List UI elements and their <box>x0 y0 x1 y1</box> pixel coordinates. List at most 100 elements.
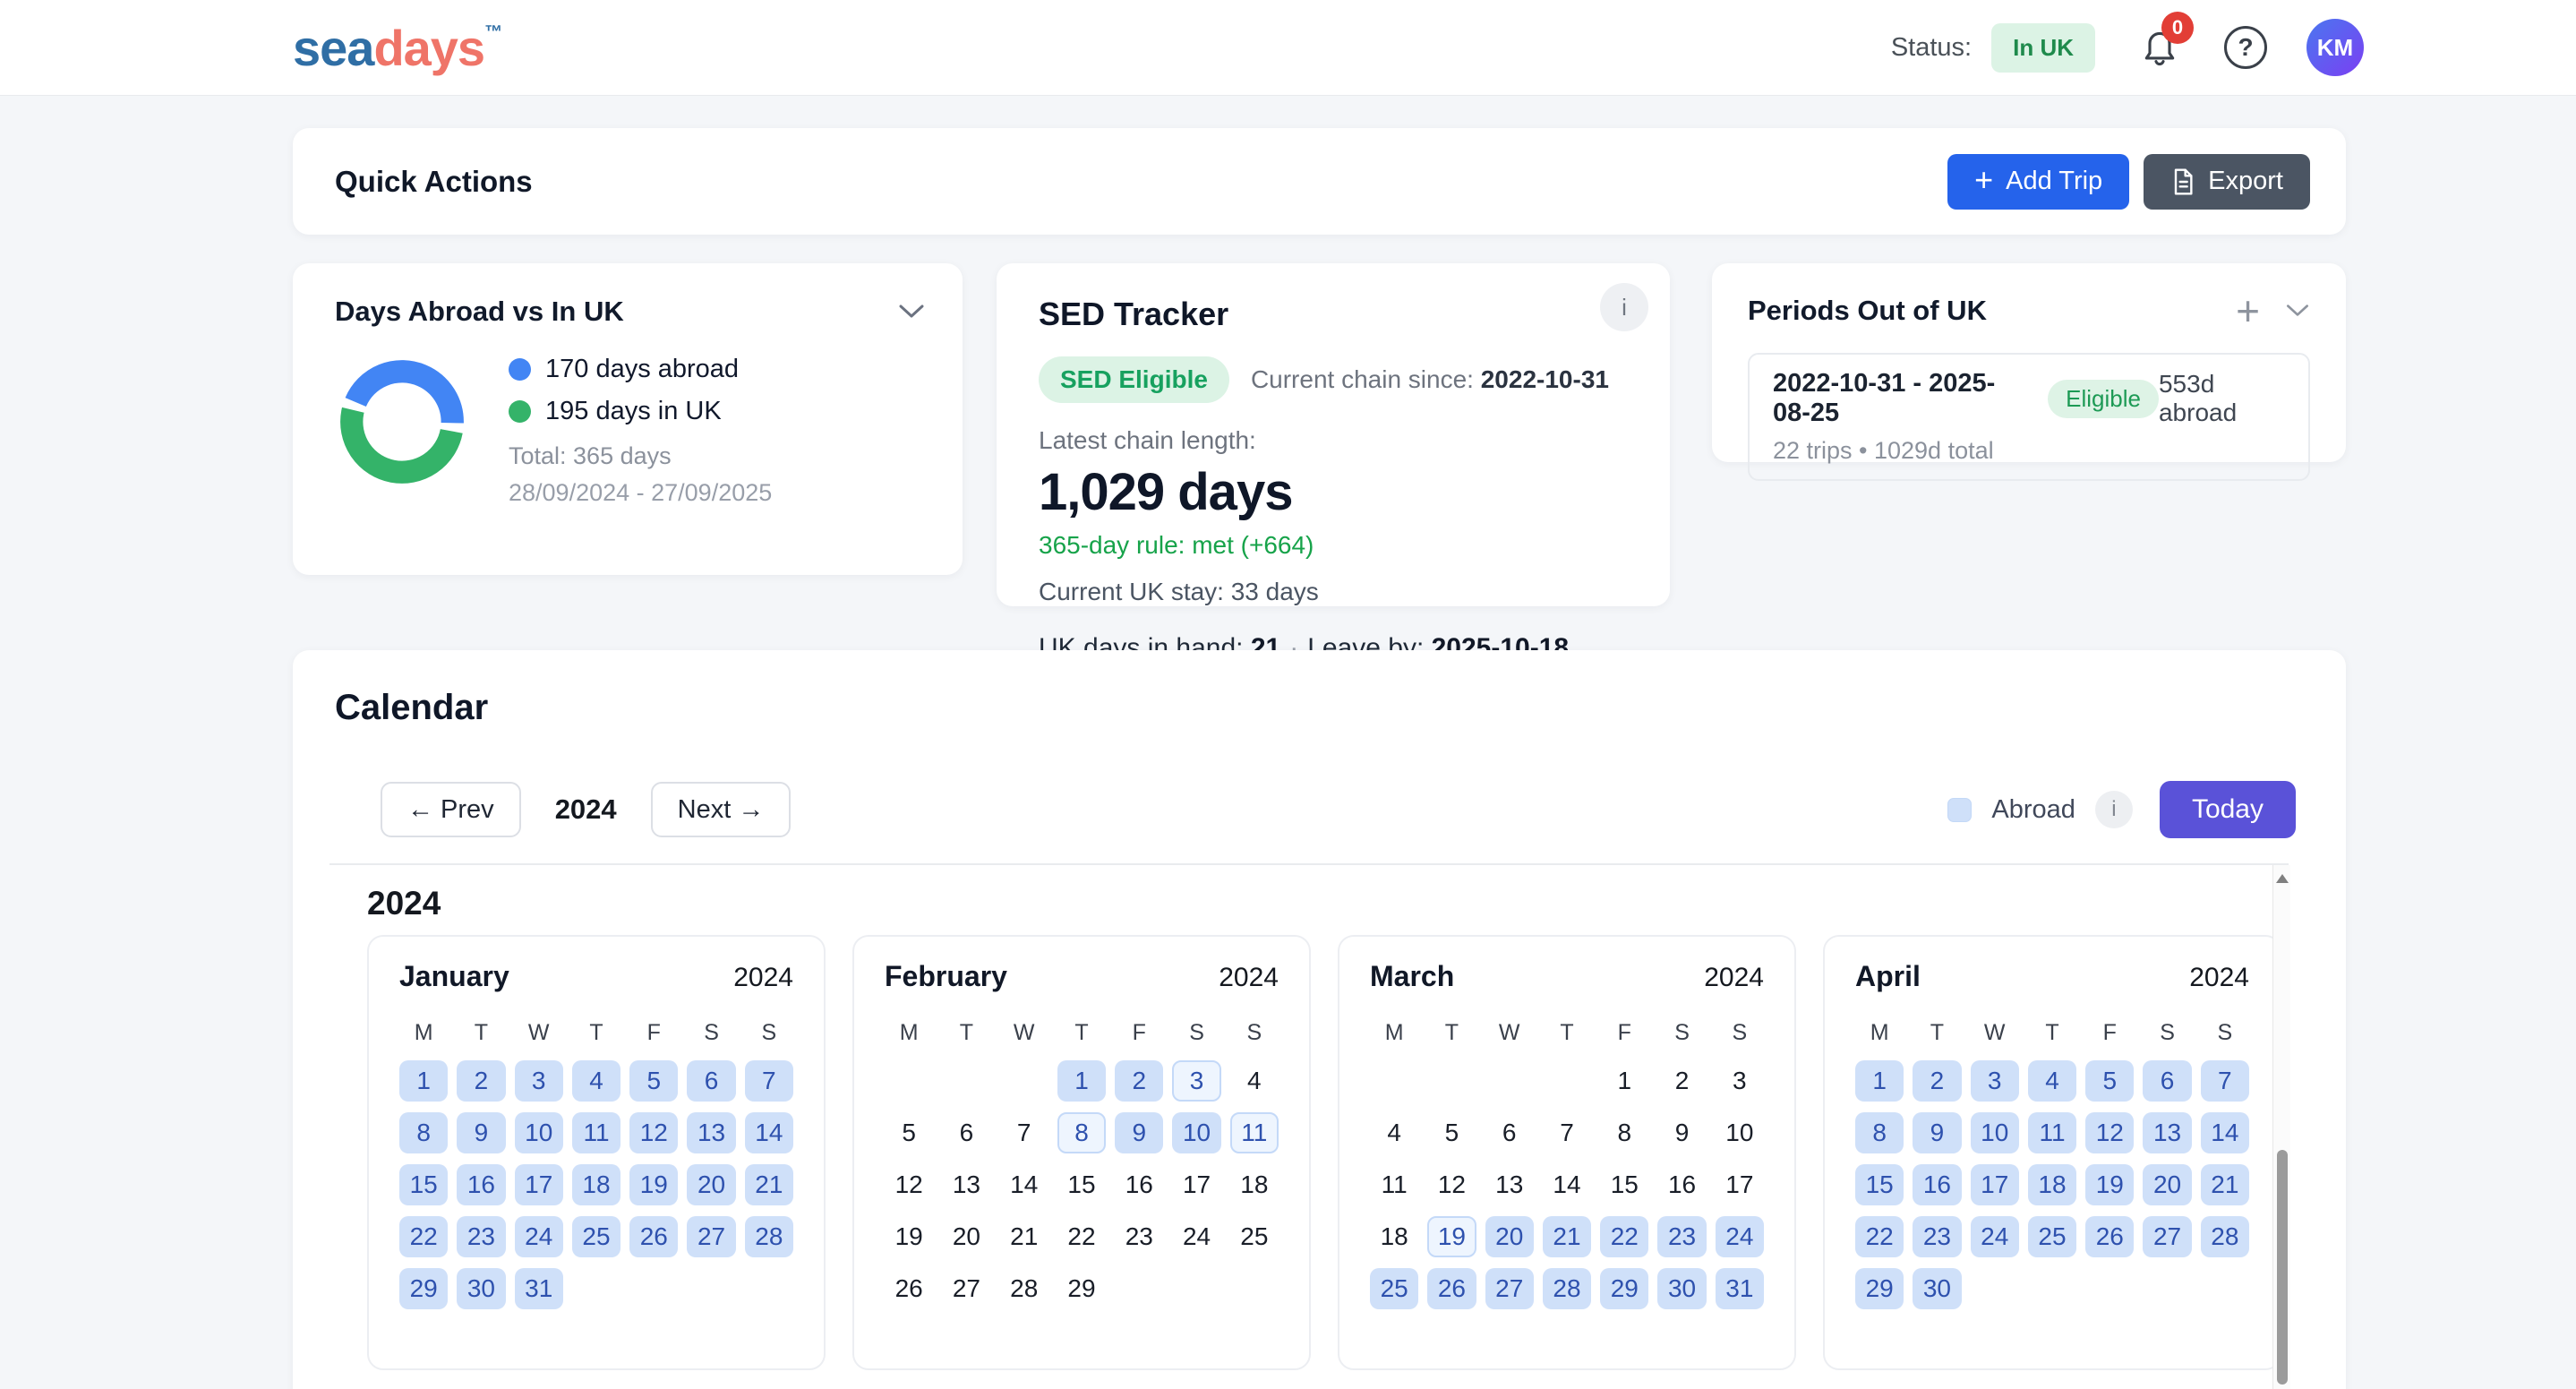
export-button[interactable]: Export <box>2144 153 2310 210</box>
day-cell[interactable]: 7 <box>1016 1119 1031 1146</box>
day-cell[interactable]: 3 <box>1172 1060 1221 1102</box>
day-cell[interactable]: 5 <box>1444 1119 1459 1146</box>
day-cell[interactable]: 29 <box>1067 1274 1096 1302</box>
day-cell[interactable]: 26 <box>2085 1216 2135 1257</box>
day-cell[interactable]: 2 <box>457 1060 506 1102</box>
day-cell[interactable]: 1 <box>1617 1067 1632 1094</box>
day-cell[interactable]: 2 <box>1115 1060 1164 1102</box>
day-cell[interactable]: 13 <box>2143 1112 2192 1153</box>
day-cell[interactable]: 28 <box>744 1216 793 1257</box>
day-cell[interactable]: 21 <box>1542 1216 1592 1257</box>
day-cell[interactable]: 28 <box>1542 1268 1592 1309</box>
day-cell[interactable]: 24 <box>1970 1216 2019 1257</box>
day-cell[interactable]: 2 <box>1913 1060 1962 1102</box>
day-cell[interactable]: 19 <box>629 1164 679 1205</box>
day-cell[interactable]: 4 <box>1387 1119 1401 1146</box>
day-cell[interactable]: 9 <box>1115 1112 1164 1153</box>
day-cell[interactable]: 21 <box>2200 1164 2249 1205</box>
day-cell[interactable]: 6 <box>687 1060 736 1102</box>
day-cell[interactable]: 8 <box>1057 1112 1107 1153</box>
day-cell[interactable]: 27 <box>1485 1268 1534 1309</box>
day-cell[interactable]: 17 <box>1725 1170 1754 1198</box>
day-cell[interactable]: 14 <box>744 1112 793 1153</box>
day-cell[interactable]: 3 <box>1733 1067 1747 1094</box>
day-cell[interactable]: 27 <box>687 1216 736 1257</box>
day-cell[interactable]: 5 <box>902 1119 916 1146</box>
day-cell[interactable]: 26 <box>629 1216 679 1257</box>
day-cell[interactable]: 2 <box>1674 1067 1690 1094</box>
day-cell[interactable]: 14 <box>1553 1170 1581 1198</box>
day-cell[interactable]: 22 <box>1067 1222 1096 1250</box>
add-trip-button[interactable]: + Add Trip <box>1947 153 2130 210</box>
day-cell[interactable]: 9 <box>1674 1119 1690 1146</box>
day-cell[interactable]: 16 <box>457 1164 506 1205</box>
day-cell[interactable]: 15 <box>399 1164 449 1205</box>
day-cell[interactable]: 12 <box>2085 1112 2135 1153</box>
day-cell[interactable]: 7 <box>744 1060 793 1102</box>
day-cell[interactable]: 8 <box>399 1112 449 1153</box>
day-cell[interactable]: 10 <box>1970 1112 2019 1153</box>
day-cell[interactable]: 24 <box>1182 1222 1211 1250</box>
day-cell[interactable]: 25 <box>1240 1222 1269 1250</box>
day-cell[interactable]: 29 <box>1600 1268 1649 1309</box>
day-cell[interactable]: 31 <box>514 1268 563 1309</box>
day-cell[interactable]: 3 <box>514 1060 563 1102</box>
day-cell[interactable]: 8 <box>1617 1119 1632 1146</box>
day-cell[interactable]: 4 <box>2027 1060 2077 1102</box>
app-logo[interactable]: sea days ™ <box>293 19 502 77</box>
day-cell[interactable]: 25 <box>1370 1268 1419 1309</box>
day-cell[interactable]: 30 <box>457 1268 506 1309</box>
day-cell[interactable]: 5 <box>629 1060 679 1102</box>
day-cell[interactable]: 4 <box>571 1060 621 1102</box>
day-cell[interactable]: 22 <box>399 1216 449 1257</box>
day-cell[interactable]: 8 <box>1855 1112 1904 1153</box>
day-cell[interactable]: 19 <box>2085 1164 2135 1205</box>
collapse-card-button[interactable] <box>898 304 925 320</box>
day-cell[interactable]: 6 <box>959 1119 974 1146</box>
day-cell[interactable]: 3 <box>1970 1060 2019 1102</box>
prev-year-button[interactable]: ← Prev <box>381 782 521 837</box>
day-cell[interactable]: 22 <box>1600 1216 1649 1257</box>
day-cell[interactable]: 14 <box>1010 1170 1039 1198</box>
day-cell[interactable]: 27 <box>952 1274 980 1302</box>
day-cell[interactable]: 12 <box>894 1170 923 1198</box>
day-cell[interactable]: 23 <box>457 1216 506 1257</box>
day-cell[interactable]: 10 <box>514 1112 563 1153</box>
help-button[interactable]: ? <box>2224 26 2267 69</box>
day-cell[interactable]: 7 <box>2200 1060 2249 1102</box>
day-cell[interactable]: 12 <box>1437 1170 1466 1198</box>
day-cell[interactable]: 13 <box>687 1112 736 1153</box>
day-cell[interactable]: 16 <box>1667 1170 1697 1198</box>
scroll-up-arrow[interactable] <box>2276 874 2289 883</box>
day-cell[interactable]: 23 <box>1657 1216 1707 1257</box>
day-cell[interactable]: 11 <box>2027 1112 2077 1153</box>
day-cell[interactable]: 12 <box>629 1112 679 1153</box>
day-cell[interactable]: 24 <box>514 1216 563 1257</box>
day-cell[interactable]: 15 <box>1067 1170 1096 1198</box>
calendar-info-button[interactable]: i <box>2094 791 2133 828</box>
day-cell[interactable]: 28 <box>2200 1216 2249 1257</box>
day-cell[interactable]: 17 <box>1970 1164 2019 1205</box>
day-cell[interactable]: 28 <box>1010 1274 1039 1302</box>
day-cell[interactable]: 9 <box>1913 1112 1962 1153</box>
day-cell[interactable]: 1 <box>1855 1060 1904 1102</box>
day-cell[interactable]: 15 <box>1610 1170 1639 1198</box>
day-cell[interactable]: 13 <box>1495 1170 1524 1198</box>
sed-info-button[interactable]: i <box>1600 283 1648 331</box>
day-cell[interactable]: 6 <box>1502 1119 1517 1146</box>
day-cell[interactable]: 7 <box>1560 1119 1574 1146</box>
day-cell[interactable]: 13 <box>952 1170 980 1198</box>
day-cell[interactable]: 15 <box>1855 1164 1904 1205</box>
day-cell[interactable]: 27 <box>2143 1216 2192 1257</box>
day-cell[interactable]: 18 <box>1380 1222 1408 1250</box>
day-cell[interactable]: 20 <box>687 1164 736 1205</box>
day-cell[interactable]: 21 <box>744 1164 793 1205</box>
day-cell[interactable]: 9 <box>457 1112 506 1153</box>
day-cell[interactable]: 18 <box>2027 1164 2077 1205</box>
day-cell[interactable]: 21 <box>1010 1222 1039 1250</box>
day-cell[interactable]: 22 <box>1855 1216 1904 1257</box>
day-cell[interactable]: 30 <box>1657 1268 1707 1309</box>
day-cell[interactable]: 29 <box>1855 1268 1904 1309</box>
day-cell[interactable]: 10 <box>1172 1112 1221 1153</box>
day-cell[interactable]: 17 <box>1182 1170 1211 1198</box>
